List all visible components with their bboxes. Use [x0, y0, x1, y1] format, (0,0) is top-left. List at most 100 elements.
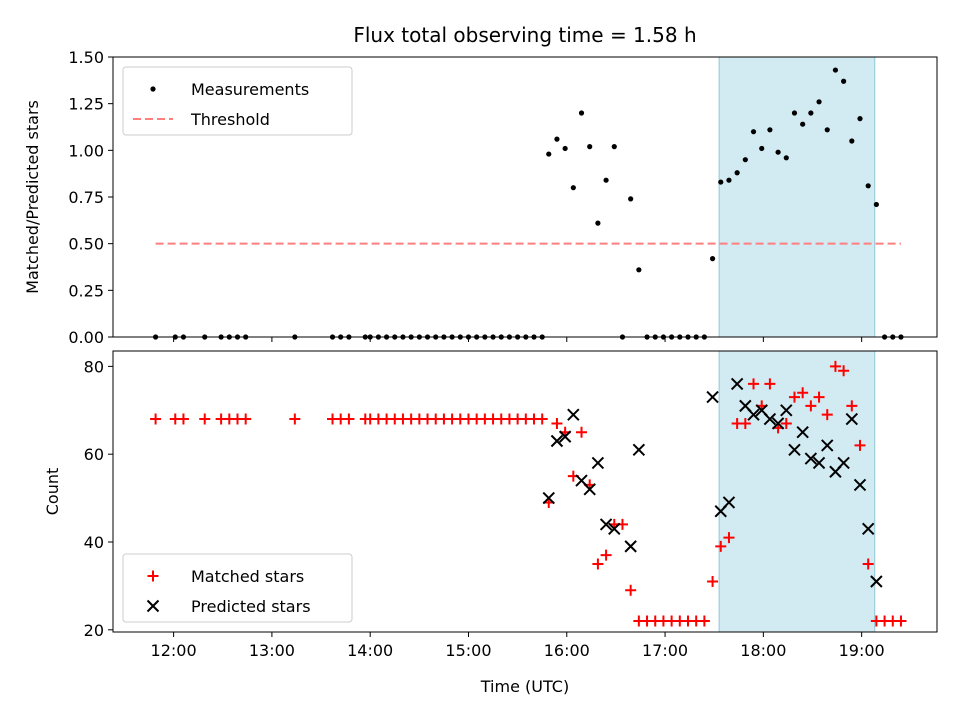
- data-point: [865, 183, 871, 189]
- data-point: [542, 491, 555, 505]
- data-point: [816, 99, 822, 105]
- data-point: [707, 576, 719, 588]
- data-point: [788, 443, 801, 456]
- data-point: [722, 496, 736, 509]
- x-tick-label: 13:00: [249, 641, 295, 660]
- data-point: [578, 110, 585, 116]
- series-matched-stars: [150, 360, 907, 627]
- data-point: [706, 390, 719, 404]
- data-point: [796, 426, 809, 439]
- y-tick-label: 1.00: [68, 141, 104, 160]
- data-point: [240, 413, 252, 425]
- panel1-marks: [152, 67, 904, 340]
- panel1-y-axis-label: Matched/Predicted stars: [23, 100, 42, 294]
- legend-box: [122, 66, 353, 136]
- data-point: [812, 456, 826, 470]
- data-point: [551, 417, 563, 429]
- legend-label: Measurements: [191, 80, 309, 99]
- x-tick-label: 14:00: [347, 641, 393, 660]
- legend-marker: [146, 599, 160, 613]
- x-tick-label: 18:00: [740, 641, 786, 660]
- data-point: [150, 413, 162, 425]
- data-point: [576, 426, 588, 438]
- data-point: [824, 127, 830, 133]
- data-point: [767, 127, 773, 133]
- panel2-y-axis-label: Count: [43, 468, 62, 516]
- data-point: [718, 179, 724, 185]
- legend-entry: Predicted stars: [146, 597, 311, 616]
- data-point: [591, 456, 605, 470]
- data-point: [558, 430, 572, 443]
- x-tick-label: 15:00: [445, 641, 491, 660]
- data-point: [698, 615, 710, 627]
- data-point: [587, 144, 593, 150]
- data-point: [739, 417, 751, 429]
- x-tick-label: 12:00: [151, 641, 197, 660]
- data-point: [546, 151, 552, 157]
- matched-predicted-ratio-panel: 0.00 0.25 0.50 0.75 1.00 1.25 1.50 Matched/Pre…: [23, 48, 938, 347]
- legend-label: Predicted stars: [191, 597, 311, 616]
- chart-title: Flux total observing time = 1.58 h: [353, 23, 696, 47]
- legend-marker: [150, 86, 156, 92]
- y-tick-label: 60: [84, 445, 104, 464]
- data-point: [800, 121, 806, 127]
- y-tick-label: 0.25: [68, 281, 104, 300]
- data-point: [853, 478, 867, 492]
- data-point: [567, 408, 580, 421]
- data-point: [628, 196, 634, 202]
- data-point: [734, 170, 740, 176]
- legend-label: Matched stars: [191, 567, 304, 586]
- data-point: [177, 413, 189, 425]
- data-point: [599, 518, 613, 531]
- panel2-legend: Matched stars Predicted stars: [122, 553, 353, 623]
- observing-window-shade: [718, 350, 876, 633]
- legend-entry: Measurements: [150, 80, 309, 99]
- data-point: [536, 413, 548, 425]
- data-point: [854, 439, 866, 451]
- x-tick-label: 16:00: [544, 641, 590, 660]
- data-point: [821, 439, 834, 452]
- y-tick-label: 1.50: [68, 48, 104, 67]
- data-point: [550, 434, 564, 448]
- data-point: [343, 413, 355, 425]
- y-tick-label: 80: [84, 357, 104, 376]
- data-point: [771, 417, 785, 430]
- x-tick-label: 19:00: [839, 641, 885, 660]
- data-point: [808, 110, 814, 116]
- panel2-frame: [112, 350, 938, 633]
- data-point: [788, 391, 800, 403]
- data-point: [603, 177, 609, 183]
- data-point: [829, 360, 841, 372]
- legend-entry: Threshold: [133, 110, 270, 129]
- data-point: [857, 116, 863, 122]
- data-point: [791, 110, 798, 116]
- panel2-x-ticks: 12:00 13:00 14:00 15:00 16:00 17:00 18:00 19:00: [151, 632, 885, 660]
- data-point: [821, 409, 833, 421]
- data-point: [747, 408, 760, 421]
- data-point: [632, 443, 646, 456]
- data-point: [730, 377, 744, 391]
- y-tick-label: 40: [84, 533, 104, 552]
- x-tick-label: 17:00: [642, 641, 688, 660]
- data-point: [870, 575, 883, 588]
- data-point: [750, 129, 757, 135]
- data-point: [289, 413, 301, 425]
- data-point: [570, 185, 576, 191]
- legend-label: Threshold: [190, 110, 270, 129]
- data-point: [797, 387, 809, 399]
- data-point: [780, 404, 793, 417]
- y-tick-label: 20: [84, 621, 104, 640]
- data-point: [764, 378, 776, 390]
- data-point: [841, 78, 847, 84]
- data-point: [199, 413, 211, 425]
- data-point: [780, 417, 792, 429]
- panel1-x-ticks: [173, 337, 863, 342]
- y-tick-label: 0.50: [68, 235, 104, 254]
- data-point: [583, 483, 596, 496]
- data-point: [759, 145, 765, 152]
- legend-box: [122, 553, 353, 623]
- data-point: [837, 456, 850, 470]
- data-point: [895, 615, 907, 627]
- data-point: [845, 412, 859, 426]
